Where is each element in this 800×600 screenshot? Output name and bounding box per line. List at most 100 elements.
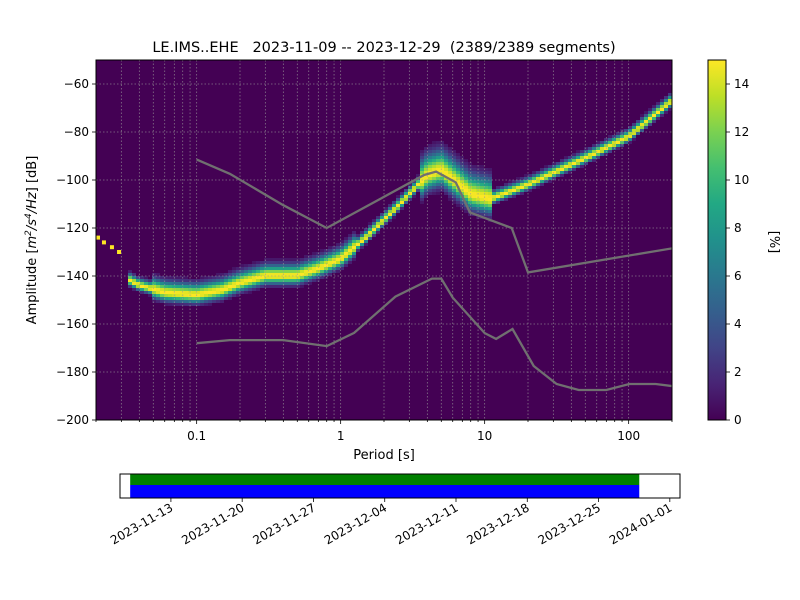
- density-cell: [368, 222, 372, 225]
- density-cell: [380, 219, 384, 222]
- density-cell: [488, 216, 492, 219]
- density-cell: [500, 189, 504, 192]
- density-cell: [180, 276, 184, 279]
- density-cell: [480, 189, 484, 192]
- density-cell: [384, 219, 388, 222]
- density-cell: [140, 279, 144, 282]
- density-cell: [288, 270, 292, 273]
- density-cell: [348, 255, 352, 258]
- density-cell: [284, 273, 288, 276]
- density-cell: [584, 159, 588, 162]
- density-cell: [216, 300, 220, 303]
- density-cell: [304, 258, 308, 261]
- density-cell: [240, 285, 244, 288]
- density-cell: [492, 195, 496, 198]
- density-cell: [516, 177, 520, 180]
- density-cell: [212, 285, 216, 288]
- density-cell: [424, 195, 428, 198]
- density-cell: [272, 285, 276, 288]
- density-cell: [536, 186, 540, 189]
- density-cell: [528, 180, 532, 183]
- density-cell: [468, 204, 472, 207]
- density-cell: [288, 285, 292, 288]
- density-cell: [220, 276, 224, 279]
- density-cell: [340, 261, 344, 264]
- density-cell: [260, 279, 264, 282]
- density-cell: [548, 165, 552, 168]
- density-cell: [492, 192, 496, 195]
- density-cell: [152, 291, 156, 294]
- density-cell: [468, 183, 472, 186]
- density-cell: [472, 201, 476, 204]
- density-cell: [532, 180, 536, 183]
- density-cell: [632, 129, 636, 132]
- density-cell: [208, 297, 212, 300]
- density-cell: [168, 285, 172, 288]
- density-cell: [504, 189, 508, 192]
- density-cell: [280, 276, 284, 279]
- density-cell: [432, 177, 436, 180]
- density-cell: [224, 291, 228, 294]
- y-tick-label: −160: [56, 317, 89, 331]
- density-cell: [292, 258, 296, 261]
- density-cell: [480, 201, 484, 204]
- density-cell: [552, 165, 556, 168]
- density-cell: [580, 156, 584, 159]
- density-cell: [208, 282, 212, 285]
- density-cell: [360, 246, 364, 249]
- density-cell: [472, 171, 476, 174]
- density-cell: [156, 300, 160, 303]
- density-cell: [476, 204, 480, 207]
- density-cell: [196, 282, 200, 285]
- density-cell: [440, 180, 444, 183]
- density-cell: [436, 156, 440, 159]
- density-cell: [528, 177, 532, 180]
- density-cell: [632, 135, 636, 138]
- density-cell: [164, 282, 168, 285]
- density-cell: [204, 279, 208, 282]
- density-cell: [200, 282, 204, 285]
- density-cell: [352, 249, 356, 252]
- density-cell: [444, 174, 448, 177]
- density-cell: [392, 216, 396, 219]
- density-cell: [324, 255, 328, 258]
- density-cell: [192, 279, 196, 282]
- density-cell: [660, 105, 664, 108]
- density-cell: [280, 279, 284, 282]
- density-cell: [540, 174, 544, 177]
- timeline-tick-label: 2023-12-04: [322, 500, 389, 547]
- density-cell: [304, 270, 308, 273]
- density-cell: [644, 126, 648, 129]
- density-cell: [352, 237, 356, 240]
- density-cell: [180, 297, 184, 300]
- density-cell: [344, 240, 348, 243]
- density-cell: [472, 207, 476, 210]
- density-cell: [472, 204, 476, 207]
- density-cell: [556, 162, 560, 165]
- colorbar-ticks: 0 2 4 6 8 10 12 14: [726, 77, 749, 427]
- density-cell: [484, 204, 488, 207]
- density-cell: [476, 198, 480, 201]
- density-cell: [308, 270, 312, 273]
- density-cell: [568, 156, 572, 159]
- density-cell: [136, 285, 140, 288]
- density-cell: [488, 201, 492, 204]
- density-cell: [528, 186, 532, 189]
- density-cell: [388, 213, 392, 216]
- density-cell: [648, 117, 652, 120]
- density-cell: [472, 189, 476, 192]
- density-cell: [300, 258, 304, 261]
- density-cell: [256, 270, 260, 273]
- density-cell: [616, 144, 620, 147]
- density-cell: [448, 183, 452, 186]
- density-cell: [648, 114, 652, 117]
- density-cell: [420, 153, 424, 156]
- density-cell: [408, 186, 412, 189]
- density-cell: [648, 123, 652, 126]
- density-cell: [576, 156, 580, 159]
- density-cell: [436, 144, 440, 147]
- density-cell: [456, 204, 460, 207]
- density-cell: [488, 210, 492, 213]
- density-cell: [420, 156, 424, 159]
- density-cell: [128, 285, 132, 288]
